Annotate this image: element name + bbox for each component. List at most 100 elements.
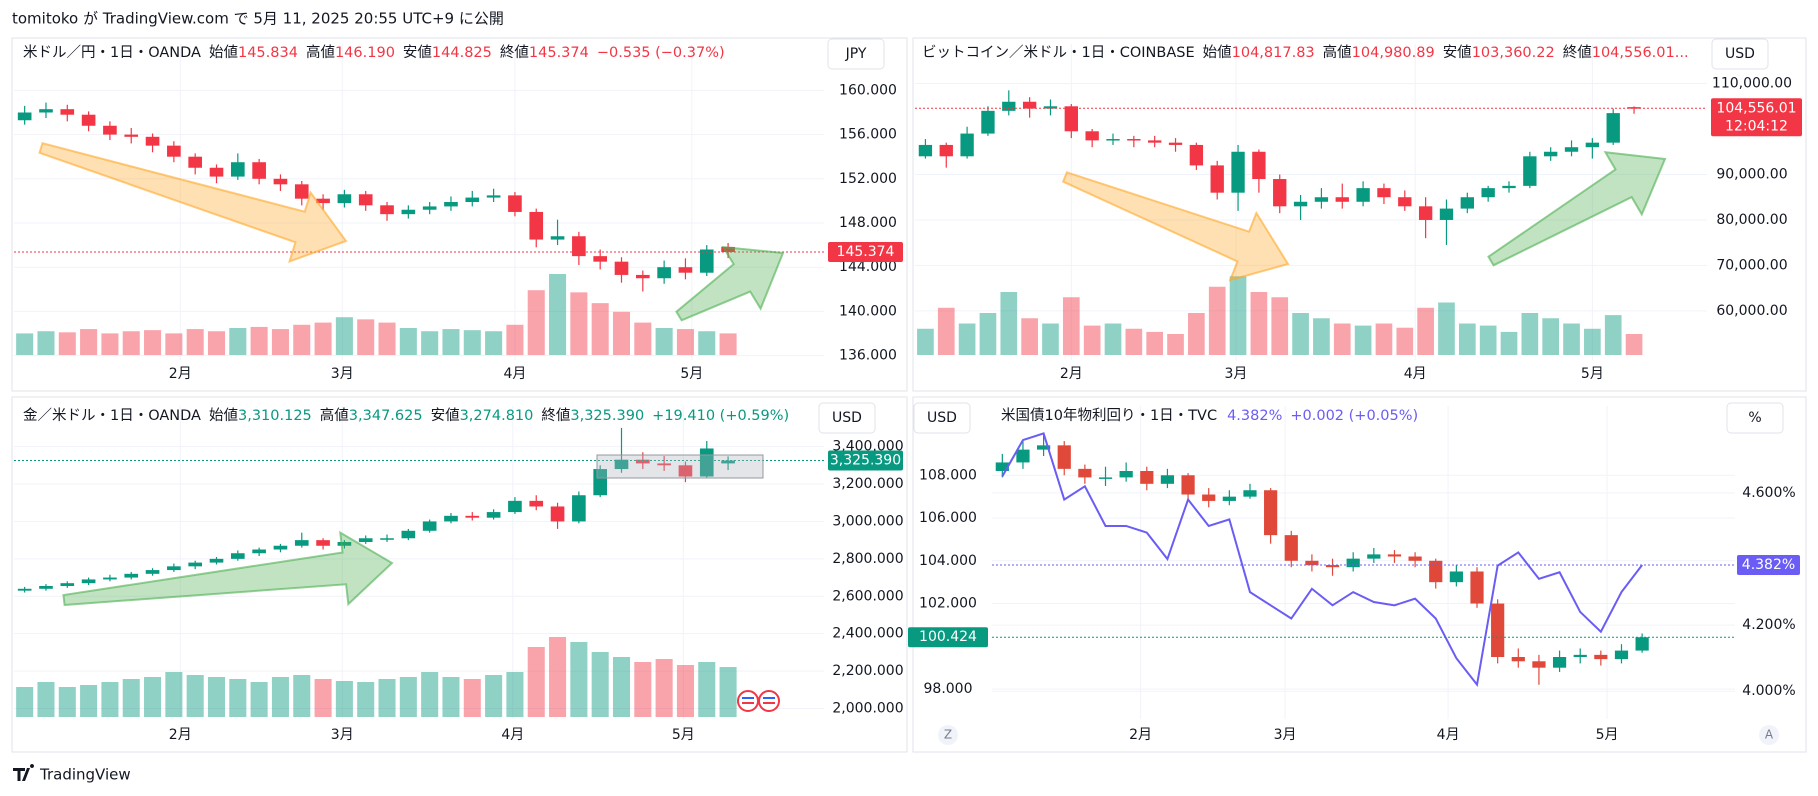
candle-body xyxy=(1367,554,1381,559)
event-flags xyxy=(737,690,780,712)
x-tick-label: 4月 xyxy=(1404,366,1427,382)
candle-body xyxy=(188,156,203,168)
volume-bar xyxy=(506,672,524,717)
candle-body xyxy=(1418,206,1433,220)
ohlc-value: 3,310.125 xyxy=(238,408,312,424)
last-price-label: 3,325.390 xyxy=(830,453,901,469)
candle-body xyxy=(39,585,53,589)
footer: TradingView xyxy=(39,766,131,784)
y-tick-label: 80,000.00 xyxy=(1716,212,1787,228)
candle-body xyxy=(1429,560,1443,583)
candle-body xyxy=(657,463,671,466)
ohlc-value: 3,325.390 xyxy=(570,408,644,424)
candle-body xyxy=(1594,654,1608,660)
candle-body xyxy=(1356,188,1370,202)
candle-body xyxy=(995,462,1009,471)
volume-bar xyxy=(1271,297,1289,355)
ohlc-value: 103,360.22 xyxy=(1472,45,1555,61)
volume-bar xyxy=(676,329,694,355)
volume-bar xyxy=(1584,328,1601,355)
ohlc-label: 高値 xyxy=(1323,44,1352,61)
volume-bar xyxy=(37,331,55,355)
volume-bar xyxy=(463,679,481,717)
volume-bar xyxy=(1563,323,1580,355)
candle-body xyxy=(1243,490,1257,497)
x-tick-label: 5月 xyxy=(1596,727,1619,743)
candle-body xyxy=(209,558,224,563)
ohlc-label: 終値 xyxy=(500,44,529,61)
candle-body xyxy=(1346,558,1360,568)
x-tick-label: 5月 xyxy=(672,727,695,743)
candle-body xyxy=(209,167,224,177)
volume-bar xyxy=(271,677,289,717)
candle-body xyxy=(981,110,995,134)
y-tick-label: 102.000 xyxy=(919,596,977,612)
volume-bar xyxy=(271,329,289,355)
last-price-tag xyxy=(828,242,903,263)
y-tick-label: 152.000 xyxy=(839,171,897,187)
candle-body xyxy=(188,562,203,567)
volume-bar xyxy=(506,324,524,355)
ohlc-label: 安値 xyxy=(403,44,432,61)
legend-title: 米国債10年物利回り・1日・TVC xyxy=(1001,407,1217,424)
volume-bar xyxy=(591,303,609,355)
candle-body xyxy=(1293,201,1308,207)
ohlc-label: 高値 xyxy=(306,44,335,61)
currency: JPY xyxy=(845,46,867,62)
candle-body xyxy=(1377,188,1391,198)
candle-body xyxy=(1127,139,1141,141)
y-tick-label: 2,000.000 xyxy=(832,701,903,717)
candle-body xyxy=(1491,603,1505,657)
x-tick-label: 4月 xyxy=(501,727,524,743)
volume-bar xyxy=(1188,313,1205,355)
candle-body xyxy=(1564,147,1579,152)
volume-bar xyxy=(485,331,503,355)
volume-bar xyxy=(165,333,183,355)
last-price-label: 100.424 xyxy=(919,629,977,645)
volume-bar xyxy=(293,675,311,717)
candle-body xyxy=(721,246,735,253)
x-tick-label: 3月 xyxy=(331,727,354,743)
volume-bar xyxy=(1042,323,1059,355)
candle-body xyxy=(1064,106,1078,132)
volume-bar xyxy=(186,329,204,355)
y-tick-label: 2,400.000 xyxy=(832,626,903,642)
volume-bar xyxy=(357,682,375,717)
candle-body xyxy=(1439,208,1454,220)
candle-body xyxy=(1160,475,1175,484)
candle-body xyxy=(486,195,501,198)
legend-title: 米ドル／円・1日・OANDA xyxy=(23,44,201,61)
candle-body xyxy=(1460,197,1474,209)
candle-body xyxy=(678,267,693,273)
candle-body xyxy=(1635,637,1649,651)
candle-body xyxy=(1502,185,1516,189)
candle-body xyxy=(252,549,266,554)
candle-body xyxy=(1273,179,1287,207)
volume-bar xyxy=(250,326,268,355)
volume-bar xyxy=(698,331,716,355)
volume-bar xyxy=(58,687,76,717)
volume-bar xyxy=(16,687,34,717)
volume-bar xyxy=(1625,334,1643,355)
volume-bar xyxy=(122,679,140,717)
candle-body xyxy=(1231,151,1245,193)
volume-bar xyxy=(612,311,631,355)
candle-body xyxy=(635,274,650,279)
volume-bar xyxy=(958,323,976,355)
volume-bar xyxy=(1292,313,1309,355)
y-tick-label: 3,000.000 xyxy=(832,513,903,529)
ohlc-label: 安値 xyxy=(1443,44,1472,61)
x-tick-label: 2月 xyxy=(169,727,192,743)
volume-bar xyxy=(1062,297,1080,355)
y-tick-label: 98.000 xyxy=(924,681,973,697)
candle-body xyxy=(124,573,139,578)
legend-title: 金／米ドル・1日・OANDA xyxy=(23,407,201,424)
volume-bar xyxy=(719,333,737,355)
y2-tick-label: 4.200% xyxy=(1742,617,1795,633)
volume-bar xyxy=(1167,334,1184,355)
candle-body xyxy=(508,195,522,212)
volume-bar xyxy=(37,682,55,717)
currency-box xyxy=(1711,38,1769,70)
candle-body xyxy=(1408,556,1422,561)
volume-bar xyxy=(1000,292,1018,355)
